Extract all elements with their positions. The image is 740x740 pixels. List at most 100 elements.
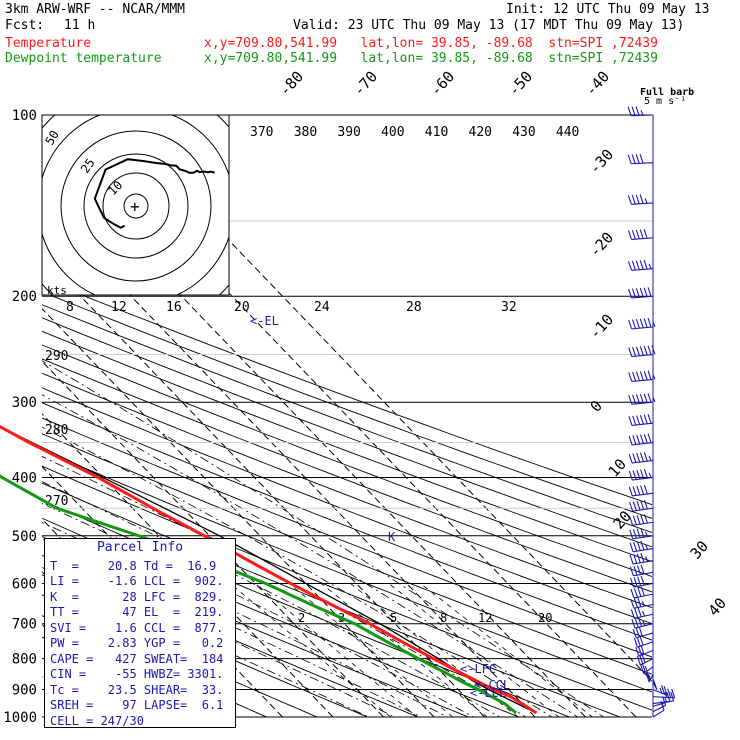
barb-flag xyxy=(640,469,645,479)
mixing-ratio-label: 12 xyxy=(478,611,492,625)
speed-ruler-label: 20 xyxy=(234,300,250,315)
barb-flag xyxy=(635,319,640,329)
barb-flag xyxy=(671,688,676,699)
mixing-ratio-line xyxy=(288,583,454,717)
parcel-info-row: CAPE = 427 SWEAT= 184 xyxy=(50,651,224,666)
barb-flag xyxy=(628,470,633,481)
barb-flag xyxy=(637,565,642,575)
wind-barb xyxy=(629,540,654,553)
wind-barb xyxy=(628,468,654,481)
moist-adiabat xyxy=(42,360,605,717)
barb-flag xyxy=(647,318,652,328)
moist-adiabat xyxy=(42,394,579,717)
barb-flag xyxy=(643,414,648,424)
barb-flag xyxy=(643,393,648,403)
barb-flag xyxy=(645,556,649,562)
parcel-info-row: SVI = 1.6 CCL = 877. xyxy=(50,620,224,635)
hodograph-trace xyxy=(93,158,215,229)
isotherm-label: -60 xyxy=(427,67,459,99)
barb-flag xyxy=(639,346,644,356)
wind-barb xyxy=(628,484,654,497)
barb-flag xyxy=(632,529,637,539)
barb-flag xyxy=(661,685,666,695)
barb-flag xyxy=(648,263,652,270)
barb-flag xyxy=(637,587,642,597)
dry-adiabat xyxy=(42,372,652,609)
wind-barb xyxy=(628,318,656,330)
barb-flag xyxy=(667,688,672,698)
pressure-label-400: 400 xyxy=(12,470,37,486)
barb-flag xyxy=(644,531,648,537)
barb-flag xyxy=(641,600,645,607)
barb-flag xyxy=(632,470,637,480)
theta-label: 440 xyxy=(556,125,579,140)
barb-flag xyxy=(628,319,633,330)
pressure-label-1000: 1000 xyxy=(3,710,37,726)
barb-flag xyxy=(631,154,636,164)
temperature-trace xyxy=(0,424,538,715)
dry-adiabat xyxy=(42,449,652,693)
barb-flag xyxy=(627,154,632,164)
dry-adiabat xyxy=(42,330,652,563)
moist-adiabat xyxy=(42,503,475,717)
parcel-info-row: Tc = 23.5 SHEAR= 33. xyxy=(50,682,224,697)
barb-flag xyxy=(639,654,644,664)
hodograph-ring xyxy=(60,130,212,282)
barb-flag xyxy=(639,153,644,164)
wind-barb xyxy=(631,617,654,629)
barb-flag xyxy=(632,415,637,426)
wind-barb xyxy=(627,106,654,117)
mixing-ratio-label: 2 xyxy=(298,611,305,625)
barb-flag xyxy=(630,577,635,588)
barb-flag xyxy=(635,346,640,357)
dewpoint-legend: Dewpoint temperature xyxy=(5,51,162,66)
wind-barb xyxy=(627,259,654,271)
barb-flag xyxy=(628,288,633,299)
barb-flag xyxy=(632,628,637,639)
barb-flag xyxy=(643,370,648,381)
barb-flag xyxy=(635,371,640,381)
barb-flag xyxy=(633,542,638,552)
barb-flag xyxy=(646,671,651,681)
hodograph-ring xyxy=(83,153,189,259)
k-marker: K xyxy=(388,530,396,544)
parcel-path xyxy=(0,426,537,714)
barb-flag xyxy=(633,598,638,608)
mixing-ratio-line xyxy=(230,583,392,717)
barb-flag xyxy=(644,665,648,672)
forecast-label: Fcst: xyxy=(5,18,45,33)
hodograph-frame xyxy=(41,114,230,296)
barb-flag xyxy=(639,229,644,239)
barb-flag xyxy=(636,541,641,551)
moist-adiabat xyxy=(42,481,501,717)
barb-flag xyxy=(628,435,633,446)
theta-label: 400 xyxy=(381,125,404,140)
barb-flag xyxy=(631,260,636,271)
wind-barb xyxy=(629,499,654,512)
speed-ruler-label: 28 xyxy=(406,300,422,315)
wind-barb xyxy=(633,636,654,648)
wind-barb xyxy=(629,553,654,565)
wind-barb xyxy=(630,597,654,609)
dry-adiabat xyxy=(42,317,652,548)
barb-flag xyxy=(638,617,643,627)
speed-ruler-label: 16 xyxy=(166,300,182,315)
barb-flag xyxy=(636,528,641,538)
barb-flag xyxy=(636,515,641,525)
init-time: Init: 12 UTC Thu 09 May 13 xyxy=(506,2,710,17)
barb-flag xyxy=(628,347,633,357)
pressure-label-300: 300 xyxy=(12,395,37,411)
dry-adiabat xyxy=(42,417,652,658)
wind-barb xyxy=(652,691,675,705)
dry-adiabat xyxy=(42,574,369,717)
temperature-legend: Temperature xyxy=(5,36,92,51)
moist-adiabat xyxy=(42,426,553,717)
theta-label: 280 xyxy=(45,423,68,438)
barb-flag xyxy=(639,393,644,404)
barb-flag xyxy=(640,564,645,575)
dewpoint-location: x,y=709.80,541.99 lat,lon= 39.85, -89.68… xyxy=(204,51,658,66)
barb-flag xyxy=(629,554,634,565)
barb-flag xyxy=(639,260,644,270)
barb-flag xyxy=(636,500,641,511)
